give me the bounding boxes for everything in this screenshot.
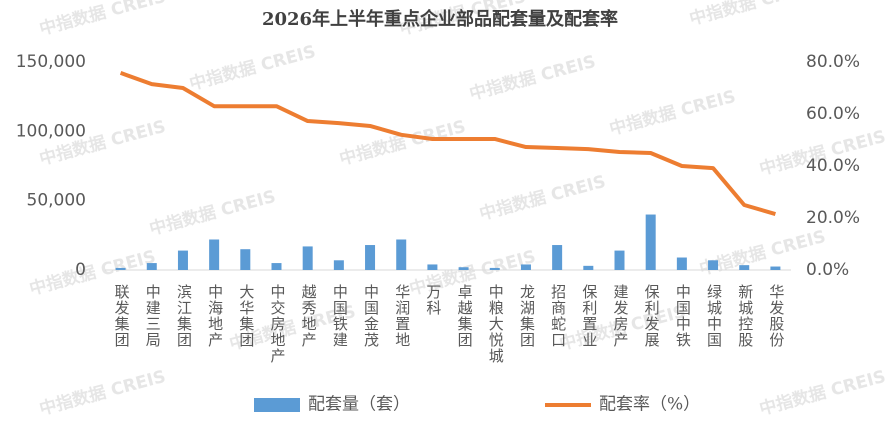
x-tick-label: 中海地产 bbox=[206, 284, 224, 348]
bar bbox=[115, 267, 126, 270]
watermark: 中指数据 CREIS bbox=[187, 41, 318, 95]
line bbox=[119, 71, 776, 217]
x-tick-label: 大华集团 bbox=[237, 284, 255, 348]
bar bbox=[489, 267, 500, 270]
x-tick-label: 绿城中国 bbox=[705, 284, 723, 348]
watermark: 中指数据 CREIS bbox=[147, 186, 278, 240]
bar bbox=[271, 263, 282, 270]
y2-tick-label: 80.0% bbox=[806, 52, 860, 72]
watermark: 中指数据 CREIS bbox=[27, 246, 158, 300]
x-tick-label: 中国铁建 bbox=[331, 284, 349, 348]
x-tick-label: 保利发展 bbox=[643, 284, 661, 348]
bar bbox=[365, 245, 376, 270]
bar bbox=[520, 264, 531, 270]
x-tick-label: 华润置地 bbox=[393, 284, 411, 348]
x-tick-label: 招商蛇口 bbox=[549, 284, 567, 348]
y2-tick-label: 20.0% bbox=[806, 208, 860, 228]
bar bbox=[552, 245, 563, 270]
x-tick-label: 万科 bbox=[424, 284, 442, 316]
bar bbox=[302, 246, 313, 270]
bar bbox=[333, 260, 344, 270]
x-tick-label: 滨江集团 bbox=[175, 284, 193, 348]
bar bbox=[645, 214, 656, 270]
x-tick-label: 建发房产 bbox=[612, 284, 630, 348]
x-tick-label: 华发股份 bbox=[767, 284, 785, 348]
watermark: 中指数据 CREIS bbox=[477, 171, 608, 225]
bar bbox=[177, 250, 188, 270]
y2-tick-label: 40.0% bbox=[806, 156, 860, 176]
y2-tick-label: 0.0% bbox=[806, 260, 849, 280]
watermark: 中指数据 CREIS bbox=[687, 0, 818, 30]
bar bbox=[708, 260, 719, 270]
legend-swatch bbox=[254, 398, 300, 412]
chart-title: 2026年上半年重点企业部品配套量及配套率 bbox=[262, 8, 618, 30]
x-tick-label: 中建三局 bbox=[144, 284, 162, 348]
bar bbox=[614, 250, 625, 270]
bar bbox=[676, 257, 687, 270]
legend-label: 配套量（套） bbox=[308, 395, 410, 415]
watermark: 中指数据 CREIS bbox=[467, 51, 598, 105]
bar bbox=[739, 265, 750, 270]
x-tick-label: 保利置业 bbox=[580, 284, 598, 348]
bar bbox=[427, 264, 438, 270]
y-tick-label: 100,000 bbox=[16, 121, 86, 141]
x-tick-label: 新城控股 bbox=[736, 284, 754, 348]
x-tick-label: 卓越集团 bbox=[456, 284, 474, 348]
bar bbox=[770, 266, 781, 270]
watermark: 中指数据 CREIS bbox=[607, 86, 738, 140]
legend-label: 配套率（%） bbox=[599, 395, 700, 415]
bar bbox=[583, 265, 594, 270]
x-tick-label: 龙湖集团 bbox=[518, 284, 536, 348]
y-tick-label: 50,000 bbox=[27, 191, 86, 211]
x-tick-label: 中国中铁 bbox=[674, 284, 692, 348]
x-tick-label: 中国金茂 bbox=[362, 284, 380, 348]
watermark: 中指数据 CREIS bbox=[757, 366, 888, 420]
y-tick-label: 0 bbox=[75, 260, 86, 280]
bar bbox=[458, 267, 469, 270]
y2-tick-label: 60.0% bbox=[806, 104, 860, 124]
bar bbox=[209, 239, 220, 270]
bar bbox=[396, 239, 407, 270]
watermark: 中指数据 CREIS bbox=[37, 0, 168, 40]
y-tick-label: 150,000 bbox=[16, 52, 86, 72]
bar bbox=[240, 249, 251, 270]
x-tick-label: 越秀地产 bbox=[300, 284, 318, 348]
watermark: 中指数据 CREIS bbox=[37, 366, 168, 420]
x-tick-label: 中交房地产 bbox=[269, 284, 287, 364]
x-tick-label: 中粮大悦城 bbox=[487, 284, 505, 364]
x-tick-label: 联发集团 bbox=[113, 284, 131, 348]
bar bbox=[146, 263, 157, 270]
